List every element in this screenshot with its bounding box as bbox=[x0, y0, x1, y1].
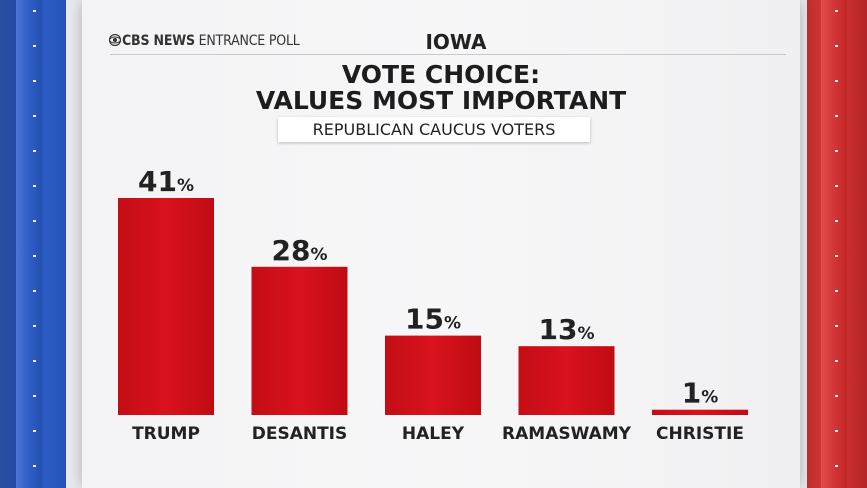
subtitle-box: REPUBLICAN CAUCUS VOTERS bbox=[278, 117, 590, 142]
value-label-christie: 1% bbox=[682, 377, 719, 410]
value-label-trump: 41% bbox=[138, 165, 194, 198]
bar-haley bbox=[385, 335, 481, 415]
header-divider bbox=[110, 54, 786, 55]
brand-name: CBS NEWS bbox=[122, 33, 195, 49]
brand-line: CBS NEWS ENTRANCE POLL bbox=[109, 33, 300, 49]
state-label: IOWA bbox=[425, 30, 487, 54]
title-line-2: VALUES MOST IMPORTANT bbox=[255, 86, 627, 115]
cbs-eye-icon bbox=[109, 34, 121, 46]
title-line-1: VOTE CHOICE: bbox=[341, 60, 541, 89]
bar-desantis bbox=[251, 266, 348, 415]
category-label-desantis: DESANTIS bbox=[252, 424, 348, 444]
category-label-haley: HALEY bbox=[402, 424, 465, 444]
category-label-ramaswamy: RAMASWAMY bbox=[502, 424, 632, 444]
brand-subtitle: ENTRANCE POLL bbox=[198, 33, 300, 49]
subtitle-text: REPUBLICAN CAUCUS VOTERS bbox=[312, 120, 556, 139]
bar-christie bbox=[652, 409, 748, 415]
category-label-trump: TRUMP bbox=[132, 424, 200, 444]
bar-trump bbox=[118, 198, 214, 415]
left-blue-stripe bbox=[0, 0, 66, 488]
graphic-panel: CBS NEWS ENTRANCE POLL IOWA VOTE CHOICE:… bbox=[82, 0, 800, 488]
value-label-desantis: 28% bbox=[271, 234, 327, 267]
bar-ramaswamy bbox=[518, 346, 615, 415]
value-label-haley: 15% bbox=[405, 303, 461, 336]
bar-chart: 41% TRUMP 28% DESANTIS 15% HALEY 13% RAMASWAMY 1… bbox=[118, 165, 748, 444]
category-label-christie: CHRISTIE bbox=[656, 424, 744, 444]
chart-title: VOTE CHOICE: VALUES MOST IMPORTANT bbox=[82, 62, 800, 114]
right-red-stripe bbox=[807, 0, 867, 488]
value-label-ramaswamy: 13% bbox=[538, 313, 594, 346]
